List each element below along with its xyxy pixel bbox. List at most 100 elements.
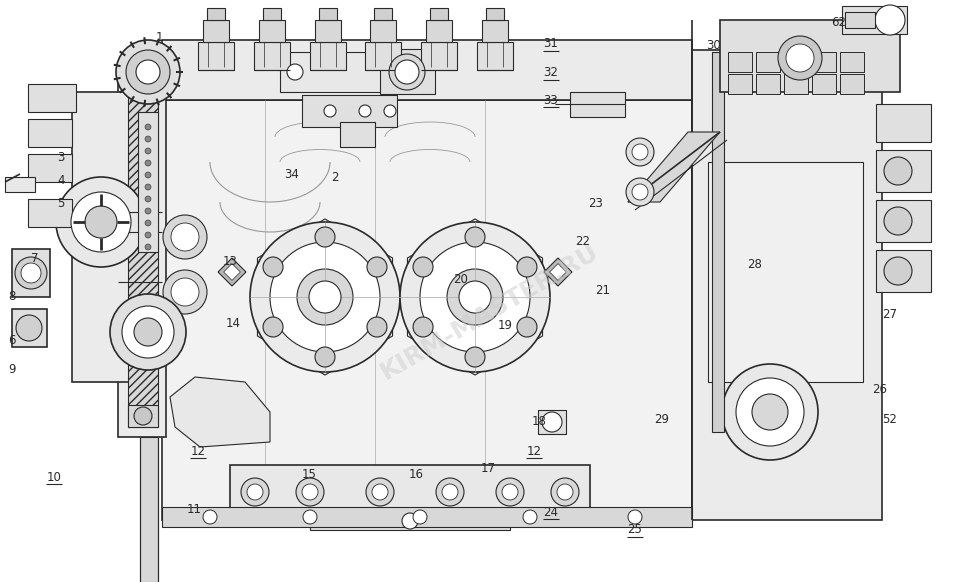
Circle shape [366,478,394,506]
Circle shape [270,242,380,352]
Bar [207,8,225,20]
Bar [421,42,457,70]
Bar [310,42,346,70]
Circle shape [632,184,648,200]
Circle shape [21,263,41,283]
Circle shape [302,484,318,500]
Circle shape [626,178,654,206]
Circle shape [465,347,485,367]
Circle shape [389,54,425,90]
Text: 26: 26 [872,384,888,396]
Circle shape [884,207,912,235]
Bar [263,8,281,20]
Text: 19: 19 [497,320,513,332]
Bar [310,512,510,530]
Circle shape [297,269,353,325]
Text: 62: 62 [831,16,847,29]
Text: 1: 1 [156,31,164,44]
Circle shape [116,40,180,104]
Bar [486,8,504,20]
Polygon shape [628,132,720,202]
Bar [28,119,72,147]
Polygon shape [544,258,572,286]
Circle shape [163,270,207,314]
Circle shape [459,281,491,313]
Circle shape [402,513,418,529]
Circle shape [626,138,654,166]
Text: 8: 8 [8,290,16,303]
Bar [259,20,285,42]
Polygon shape [223,264,240,281]
Circle shape [171,278,199,306]
Circle shape [557,484,573,500]
Circle shape [517,257,537,277]
Bar [756,52,780,72]
Polygon shape [408,219,543,375]
Circle shape [145,220,151,226]
Circle shape [884,157,912,185]
Circle shape [786,44,814,72]
Bar [128,405,158,427]
Text: 28: 28 [747,258,762,271]
Bar [28,84,76,112]
Circle shape [296,478,324,506]
Circle shape [324,105,336,117]
Text: 30: 30 [706,39,721,52]
Circle shape [145,160,151,166]
Text: 33: 33 [543,94,559,107]
Circle shape [71,192,131,252]
Circle shape [145,196,151,202]
Polygon shape [550,264,566,281]
Circle shape [400,222,550,372]
Circle shape [247,484,263,500]
Circle shape [722,364,818,460]
Bar [692,50,882,520]
Text: 16: 16 [409,468,424,481]
Circle shape [134,318,162,346]
Circle shape [407,64,423,80]
Text: 25: 25 [627,523,643,536]
Bar [482,20,508,42]
Bar [812,74,836,94]
Text: 9: 9 [8,363,16,376]
Circle shape [875,5,905,35]
Bar [280,52,430,92]
Circle shape [551,478,579,506]
Bar [319,8,337,20]
Bar [72,92,130,382]
Circle shape [122,306,174,358]
Bar [5,177,35,192]
Circle shape [145,244,151,250]
Polygon shape [128,92,158,427]
Text: 29: 29 [654,413,669,425]
Circle shape [203,510,217,524]
Bar [374,8,392,20]
Circle shape [315,227,335,247]
Circle shape [241,478,269,506]
Bar [430,8,448,20]
Bar [340,122,375,147]
Circle shape [263,317,283,337]
Bar [477,42,513,70]
Text: 3: 3 [57,151,65,164]
Text: KIRM-MASTER.RU: KIRM-MASTER.RU [376,240,604,384]
Text: 2: 2 [331,171,339,184]
Circle shape [413,510,427,524]
Circle shape [542,412,562,432]
Bar [380,49,435,94]
Text: 13: 13 [222,255,238,268]
Bar [138,112,158,252]
Circle shape [309,281,341,313]
Circle shape [145,136,151,142]
Bar [28,199,72,227]
Circle shape [442,484,458,500]
Circle shape [163,215,207,259]
Text: 4: 4 [57,174,65,187]
Bar [756,74,780,94]
Bar [720,20,900,92]
Bar [784,74,808,94]
Text: 5: 5 [57,197,65,210]
Circle shape [436,478,464,506]
Text: 7: 7 [30,253,38,265]
Circle shape [496,478,524,506]
